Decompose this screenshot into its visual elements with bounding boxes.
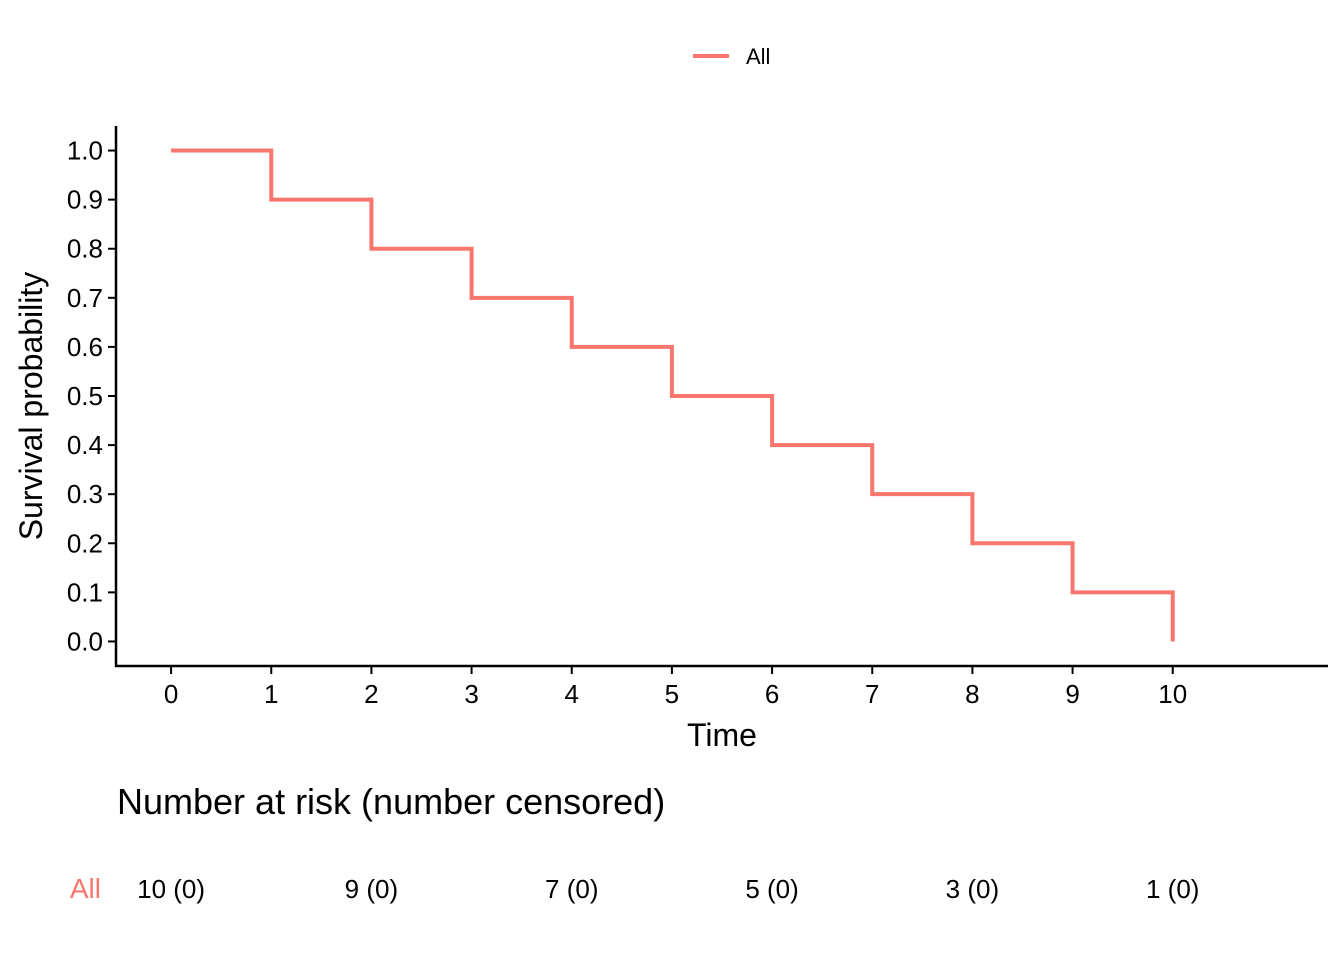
risk-group-label: All	[70, 873, 101, 904]
risk-table-cell: 5 (0)	[745, 874, 798, 904]
x-tick-label: 3	[464, 679, 478, 709]
y-axis-ticks: 0.0 0.1 0.2 0.3 0.4 0.5 0.6 0.7 0.8 0.9 1.0	[67, 136, 116, 656]
y-tick-label: 0.5	[67, 381, 103, 411]
x-tick-label: 8	[965, 679, 979, 709]
y-tick-label: 0.3	[67, 479, 103, 509]
risk-table-cell: 10 (0)	[137, 874, 205, 904]
x-tick-label: 9	[1065, 679, 1079, 709]
x-tick-label: 4	[565, 679, 579, 709]
survival-curve-all	[171, 148, 1175, 642]
x-axis-ticks: 0 1 2 3 4 5 6 7 8 9 10	[164, 666, 1187, 709]
y-tick-label: 0.4	[67, 430, 103, 460]
x-tick-label: 7	[865, 679, 879, 709]
x-axis-title: Time	[687, 717, 757, 753]
y-tick-label: 0.6	[67, 332, 103, 362]
x-tick-label: 1	[264, 679, 278, 709]
x-tick-label: 10	[1158, 679, 1187, 709]
x-tick-label: 6	[765, 679, 779, 709]
risk-table-cell: 7 (0)	[545, 874, 598, 904]
risk-table-cell: 3 (0)	[946, 874, 999, 904]
y-tick-label: 0.2	[67, 528, 103, 558]
legend: All	[693, 44, 770, 69]
risk-table-cell: 9 (0)	[345, 874, 398, 904]
risk-table-cell: 1 (0)	[1146, 874, 1199, 904]
y-tick-label: 0.8	[67, 234, 103, 264]
y-tick-label: 0.1	[67, 577, 103, 607]
risk-table: All 10 (0) 9 (0) 7 (0) 5 (0) 3 (0) 1 (0)	[70, 873, 1200, 904]
x-tick-label: 5	[665, 679, 679, 709]
y-tick-label: 0.7	[67, 283, 103, 313]
y-axis-title: Survival probability	[13, 272, 49, 541]
x-tick-label: 0	[164, 679, 178, 709]
y-tick-label: 1.0	[67, 136, 103, 166]
x-tick-label: 2	[364, 679, 378, 709]
risk-table-title: Number at risk (number censored)	[117, 781, 665, 822]
y-tick-label: 0.9	[67, 185, 103, 215]
survival-curves	[171, 148, 1175, 642]
legend-label: All	[746, 44, 770, 69]
y-tick-label: 0.0	[67, 626, 103, 656]
